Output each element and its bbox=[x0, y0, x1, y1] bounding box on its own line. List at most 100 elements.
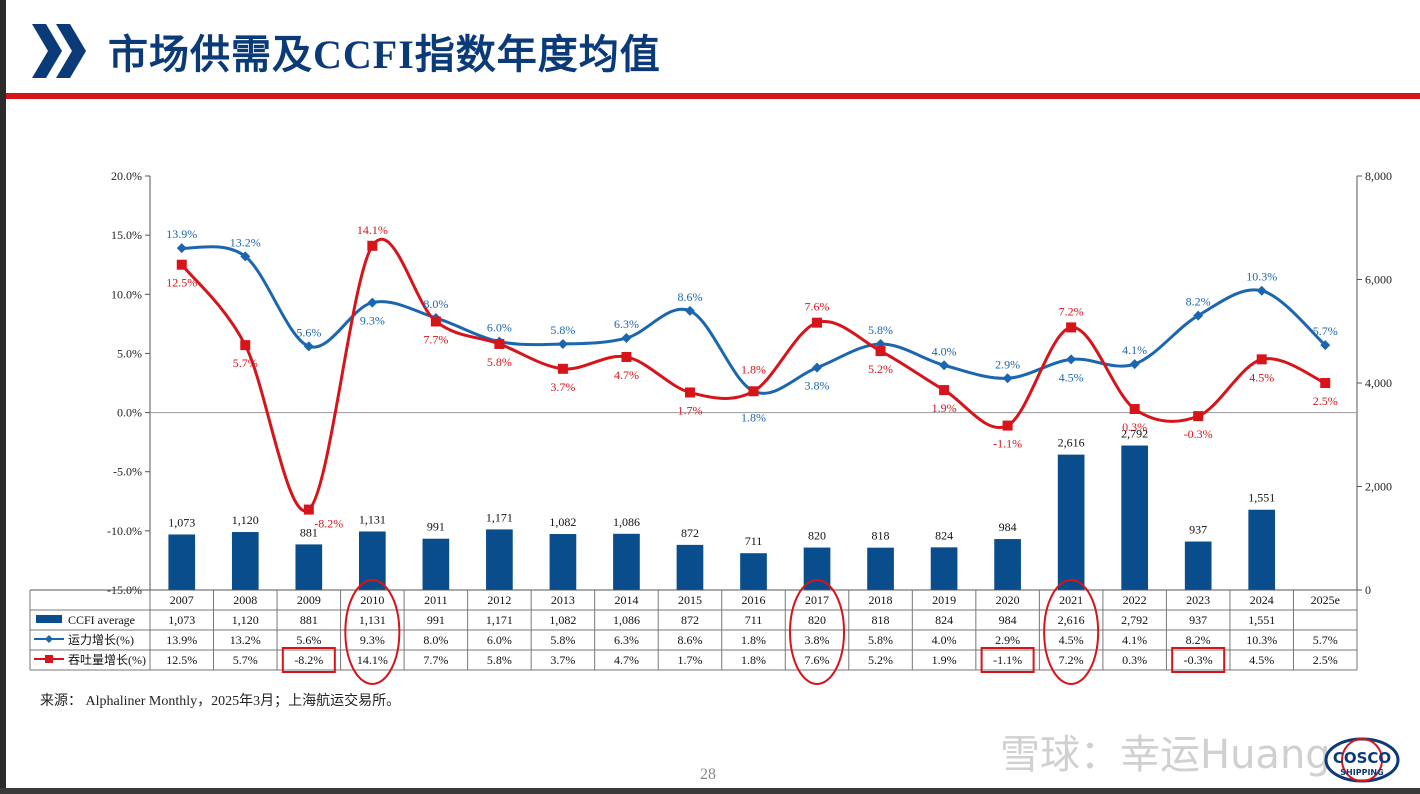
ccfi-bar bbox=[168, 534, 196, 590]
ccfi-bar-label: 2,792 bbox=[1121, 427, 1148, 441]
table-cell: 4.5% bbox=[1249, 653, 1274, 667]
left-axis-tick-label: 0.0% bbox=[117, 406, 142, 420]
ccfi-bar-label: 872 bbox=[681, 526, 699, 540]
demand-point-label: 3.7% bbox=[550, 380, 575, 394]
left-axis-tick-label: 5.0% bbox=[117, 346, 142, 360]
left-frame-edge bbox=[0, 0, 6, 794]
ccfi-bar bbox=[422, 538, 450, 590]
supply-point bbox=[621, 333, 632, 344]
table-cell: 10.3% bbox=[1246, 633, 1277, 647]
x-axis-category-label: 2013 bbox=[551, 593, 575, 607]
left-axis-tick-label: -10.0% bbox=[107, 524, 142, 538]
highlight-box bbox=[980, 647, 1035, 673]
table-cell: 1,086 bbox=[613, 613, 640, 627]
table-cell: 2.5% bbox=[1313, 653, 1338, 667]
demand-point-label: 4.7% bbox=[614, 368, 639, 382]
supply-point-label: 8.6% bbox=[677, 290, 702, 304]
table-cell: 1.7% bbox=[677, 653, 702, 667]
table-cell: 9.3% bbox=[360, 633, 385, 647]
ccfi-bar-label: 1,073 bbox=[168, 515, 195, 529]
table-cell: 4.1% bbox=[1122, 633, 1147, 647]
demand-point bbox=[1256, 354, 1267, 365]
ccfi-bar bbox=[1121, 445, 1148, 590]
title-divider bbox=[6, 93, 1420, 99]
highlight-box bbox=[1171, 647, 1226, 673]
highlight-ellipse bbox=[789, 579, 846, 685]
table-cell: 1,171 bbox=[486, 613, 513, 627]
supply-point-label: 9.3% bbox=[360, 314, 385, 328]
table-cell: 12.5% bbox=[166, 653, 197, 667]
table-cell: 1,120 bbox=[232, 613, 259, 627]
demand-point-label: 0.3% bbox=[1122, 420, 1147, 434]
table-cell: -0.3% bbox=[1184, 653, 1213, 667]
supply-point-label: 5.8% bbox=[868, 323, 893, 337]
table-cell: 5.8% bbox=[868, 633, 893, 647]
demand-point bbox=[939, 385, 950, 396]
table-cell: 6.0% bbox=[487, 633, 512, 647]
svg-text:SHIPPING: SHIPPING bbox=[1340, 768, 1383, 777]
x-axis-category-label: 2016 bbox=[742, 593, 766, 607]
demand-point bbox=[1129, 404, 1140, 415]
table-cell: 4.5% bbox=[1059, 633, 1084, 647]
supply-point-label: 6.0% bbox=[487, 321, 512, 335]
supply-point-label: 6.3% bbox=[614, 317, 639, 331]
demand-point-label: 7.2% bbox=[1059, 304, 1084, 318]
ccfi-bar bbox=[486, 529, 513, 590]
ccfi-bar-label: 881 bbox=[300, 525, 318, 539]
supply-point bbox=[684, 305, 695, 316]
demand-point bbox=[240, 340, 251, 351]
ccfi-bar-label: 991 bbox=[427, 520, 445, 534]
supply-point bbox=[1320, 340, 1331, 351]
ccfi-bar-label: 1,171 bbox=[486, 510, 513, 524]
x-axis-category-label: 2015 bbox=[678, 593, 702, 607]
demand-point-label: 1.7% bbox=[677, 403, 702, 417]
demand-point bbox=[875, 346, 886, 357]
demand-point-label: 2.5% bbox=[1313, 394, 1338, 408]
supply-point-label: 8.0% bbox=[423, 297, 448, 311]
right-axis-tick-label: 2,000 bbox=[1365, 480, 1392, 494]
table-cell: 5.8% bbox=[487, 653, 512, 667]
left-axis-tick-label: 10.0% bbox=[111, 287, 142, 301]
supply-point bbox=[812, 362, 823, 373]
demand-point bbox=[1066, 322, 1077, 333]
demand-point-label: 12.5% bbox=[166, 276, 197, 290]
demand-point bbox=[1320, 378, 1331, 388]
page-number: 28 bbox=[700, 766, 716, 783]
table-cell: 3.7% bbox=[550, 653, 575, 667]
demand-point-label: -0.3% bbox=[1184, 427, 1213, 441]
supply-point bbox=[1066, 354, 1077, 365]
demand-point-label: 7.6% bbox=[805, 300, 830, 314]
demand-point bbox=[684, 387, 695, 398]
table-row-header: 吞吐量增长(%) bbox=[68, 653, 146, 667]
table-cell: 8.2% bbox=[1186, 633, 1211, 647]
table-cell: 1,551 bbox=[1248, 613, 1275, 627]
watermark: 雪球：幸运Huang bbox=[1000, 732, 1331, 778]
ccfi-bar bbox=[231, 532, 259, 590]
supply-point-label: 1.8% bbox=[741, 410, 766, 424]
ccfi-bar-label: 1,082 bbox=[549, 515, 576, 529]
table-cell: 7.6% bbox=[805, 653, 830, 667]
supply-point-label: 4.5% bbox=[1059, 370, 1084, 384]
table-cell: 4.0% bbox=[932, 633, 957, 647]
ccfi-bar-label: 1,120 bbox=[232, 513, 259, 527]
page-title: 市场供需及CCFI指数年度均值 bbox=[108, 32, 661, 77]
ccfi-bar bbox=[930, 547, 958, 590]
demand-point-label: 1.8% bbox=[741, 362, 766, 376]
table-cell: 4.7% bbox=[614, 653, 639, 667]
supply-point bbox=[939, 360, 950, 371]
ccfi-bar-label: 1,131 bbox=[359, 512, 386, 526]
table-cell: 1,073 bbox=[168, 613, 195, 627]
left-axis-tick-label: -5.0% bbox=[113, 465, 142, 479]
table-cell: 2,616 bbox=[1058, 613, 1085, 627]
ccfi-bar-label: 820 bbox=[808, 529, 826, 543]
double-chevron-icon bbox=[32, 24, 88, 83]
x-axis-category-label: 2017 bbox=[805, 593, 829, 607]
table-cell: 984 bbox=[999, 613, 1017, 627]
right-axis-tick-label: 8,000 bbox=[1365, 169, 1392, 183]
supply-point bbox=[240, 251, 251, 262]
supply-point-label: 2.9% bbox=[995, 357, 1020, 371]
source-note: 来源： Alphaliner Monthly，2025年3月；上海航运交易所。 bbox=[40, 694, 401, 709]
ccfi-bar bbox=[676, 544, 704, 590]
table-cell: 820 bbox=[808, 613, 826, 627]
